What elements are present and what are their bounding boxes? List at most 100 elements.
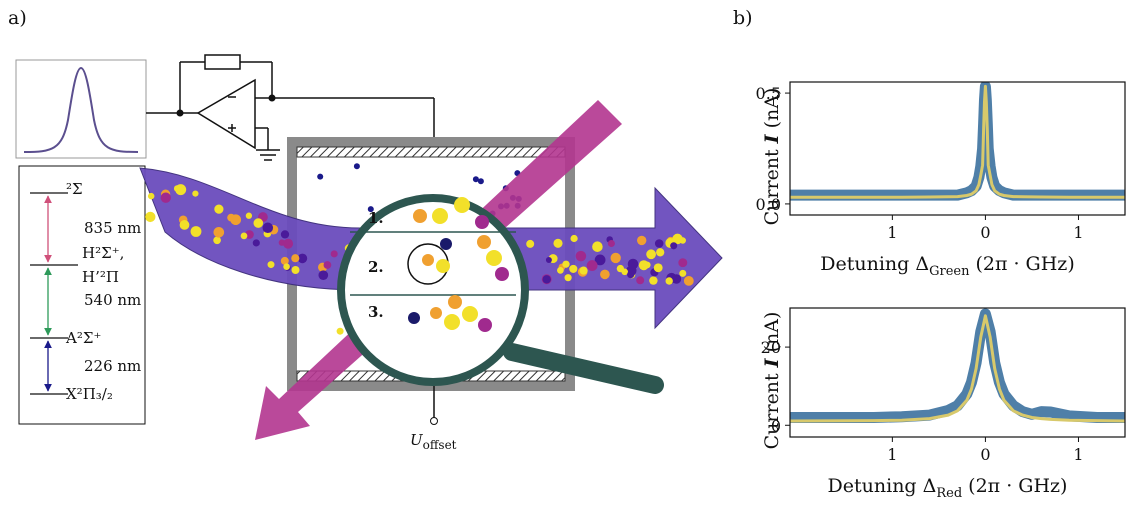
molecule	[161, 192, 171, 202]
electron	[478, 178, 484, 184]
molecule	[656, 248, 664, 256]
molecule	[557, 267, 564, 274]
x-label-main: Detuning Δ	[828, 475, 937, 497]
transition-label: 835 nm	[84, 219, 141, 237]
molecule	[562, 261, 569, 268]
panel-label: b)	[733, 7, 753, 29]
y-label-symbol: I	[761, 357, 783, 368]
level-label: X²Π₃/₂	[66, 385, 113, 403]
molecule	[213, 227, 224, 238]
electron	[317, 174, 323, 180]
molecule	[580, 267, 588, 275]
molecule	[678, 258, 687, 267]
molecule	[246, 213, 252, 219]
molecule	[569, 265, 577, 273]
molecule	[679, 270, 686, 277]
molecule	[542, 275, 551, 284]
molecule	[268, 261, 275, 268]
molecule	[526, 240, 534, 248]
data-line	[790, 314, 1125, 418]
x-tick-label: 1	[887, 223, 897, 242]
molecule	[680, 237, 686, 243]
molecule	[565, 274, 572, 281]
molecule	[180, 220, 190, 230]
ion	[337, 328, 344, 335]
molecule	[291, 254, 299, 262]
molecule	[318, 270, 328, 280]
x-label-unit: (2π · GHz)	[968, 475, 1067, 497]
step-label: 3.	[368, 303, 384, 321]
x-tick-label: 1	[1073, 445, 1083, 464]
molecule	[649, 276, 657, 284]
inset-box	[16, 60, 146, 158]
data-line	[790, 86, 1125, 195]
molecule	[608, 240, 615, 247]
y-label-main: Current	[761, 149, 783, 225]
molecule	[148, 193, 154, 199]
molecule	[666, 277, 673, 284]
molecule	[670, 242, 677, 249]
molecule	[324, 261, 332, 269]
u-subscript: offset	[423, 438, 457, 452]
molecule	[637, 236, 646, 245]
molecule	[627, 271, 634, 278]
molecule	[672, 274, 681, 283]
molecule	[192, 190, 198, 196]
electrode	[297, 147, 565, 157]
step-label: 1.	[368, 209, 384, 227]
x-label-unit: (2π · GHz)	[975, 253, 1074, 275]
y-label-main: Current	[761, 373, 783, 449]
transition-label: 226 nm	[84, 357, 141, 375]
step-label: 2.	[368, 258, 384, 276]
x-label-sub: Red	[936, 486, 962, 501]
molecule	[546, 257, 552, 263]
figure: a) b) ²Σ H²Σ⁺, H’²Π A²Σ⁺ X²Π₃/₂ 835 nm 5…	[0, 0, 1136, 502]
molecule	[600, 270, 610, 280]
molecule	[191, 226, 202, 237]
molecule	[570, 235, 577, 242]
panel-label: a)	[8, 7, 27, 29]
molecule	[655, 239, 664, 248]
molecule	[227, 214, 235, 222]
junction	[269, 95, 276, 102]
terminal	[431, 418, 438, 425]
molecule	[241, 233, 248, 240]
molecule	[283, 239, 293, 249]
molecule	[263, 223, 273, 233]
y-label-unit: (nA)	[761, 88, 783, 129]
u-offset: Uoffset	[410, 431, 457, 452]
molecule	[587, 260, 598, 271]
molecule	[576, 251, 587, 262]
x-axis-label: Detuning ΔGreen (2π · GHz)	[820, 253, 1074, 279]
x-axis-label: Detuning ΔRed (2π · GHz)	[828, 475, 1068, 501]
level-label: H’²Π	[82, 268, 119, 286]
molecule	[331, 250, 338, 257]
molecule	[281, 230, 289, 238]
molecule	[611, 253, 621, 263]
molecule	[621, 268, 628, 275]
molecule	[174, 185, 181, 192]
level-label: ²Σ	[66, 180, 83, 198]
y-label-unit: (nA)	[761, 312, 783, 353]
y-axis-label: Current I (nA)	[761, 88, 783, 226]
data-line	[790, 86, 1125, 197]
y-axis-label: Current I (nA)	[761, 312, 783, 450]
junction	[177, 110, 184, 117]
x-label-sub: Green	[929, 264, 970, 279]
molecule	[214, 205, 223, 214]
x-tick-label: 1	[1073, 223, 1083, 242]
x-tick-label: 0	[980, 223, 990, 242]
x-label-main: Detuning Δ	[820, 253, 929, 275]
molecule	[145, 212, 155, 222]
molecule	[592, 241, 603, 252]
transition-label: 540 nm	[84, 291, 141, 309]
molecule	[654, 263, 663, 272]
x-tick-label: 0	[980, 445, 990, 464]
molecule	[253, 239, 260, 246]
molecule	[636, 276, 644, 284]
molecule	[292, 266, 300, 274]
y-label-symbol: I	[761, 133, 783, 144]
x-tick-label: 1	[887, 445, 897, 464]
molecule	[553, 239, 562, 248]
molecule	[213, 236, 221, 244]
